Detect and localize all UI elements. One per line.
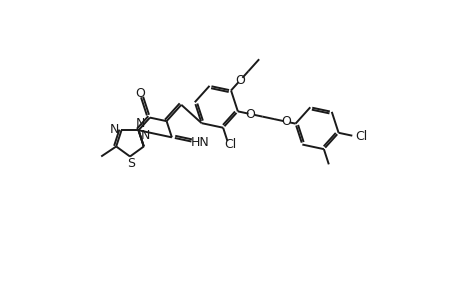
Text: Cl: Cl: [224, 138, 236, 151]
Text: S: S: [127, 157, 134, 170]
Text: O: O: [234, 74, 244, 87]
Text: N: N: [110, 123, 119, 136]
Text: O: O: [245, 108, 255, 121]
Text: N: N: [140, 129, 150, 142]
Text: N: N: [135, 117, 145, 130]
Text: O: O: [135, 87, 146, 100]
Text: HN: HN: [190, 136, 209, 149]
Text: Cl: Cl: [354, 130, 366, 143]
Text: O: O: [280, 115, 290, 128]
